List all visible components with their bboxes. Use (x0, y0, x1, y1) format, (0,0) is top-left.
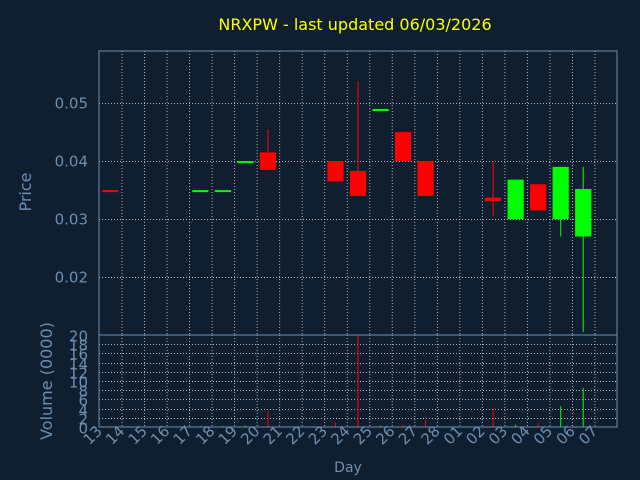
candle-body (530, 184, 547, 211)
volume-tick-label: 4 (78, 402, 88, 420)
candle-body (214, 190, 231, 193)
candle-body (575, 188, 592, 237)
x-axis-label: Day (334, 460, 362, 476)
axis-labels: 0.020.030.040.05024681012141618201314151… (55, 95, 602, 449)
volume-tick-label: 18 (69, 337, 88, 355)
price-axis-label: Price (16, 172, 35, 211)
price-tick-label: 0.04 (55, 153, 88, 171)
chart-title: NRXPW - last updated 06/03/2026 (218, 15, 491, 34)
candle-body (417, 161, 434, 196)
candle-body (102, 190, 119, 193)
volume-tick-label: 14 (69, 356, 88, 374)
x-tick-label: 07 (575, 422, 601, 448)
candle-body (192, 190, 209, 193)
volume-tick-label: 10 (69, 374, 88, 392)
candle-body (349, 170, 367, 196)
candle-body (327, 161, 344, 182)
chart-marks (102, 81, 592, 427)
volume-tick-label: 16 (69, 346, 88, 364)
price-tick-label: 0.02 (55, 269, 88, 287)
candle-body (259, 152, 277, 170)
candle-body (372, 108, 389, 111)
candle-body (485, 197, 502, 202)
volume-tick-label: 0 (78, 420, 88, 438)
candle-body (394, 132, 412, 162)
volume-axis-label: Volume (0000) (37, 322, 56, 440)
volume-tick-label: 8 (78, 383, 88, 401)
volume-tick-label: 20 (69, 328, 88, 346)
candle-body (507, 179, 524, 220)
candle-body (552, 166, 569, 220)
price-tick-label: 0.05 (55, 95, 88, 113)
volume-tick-label: 2 (78, 411, 88, 429)
price-tick-label: 0.03 (55, 211, 88, 229)
candle-body (237, 161, 254, 164)
volume-tick-label: 12 (69, 365, 88, 383)
volume-panel-frame (98, 334, 618, 428)
volume-tick-label: 6 (78, 392, 88, 410)
